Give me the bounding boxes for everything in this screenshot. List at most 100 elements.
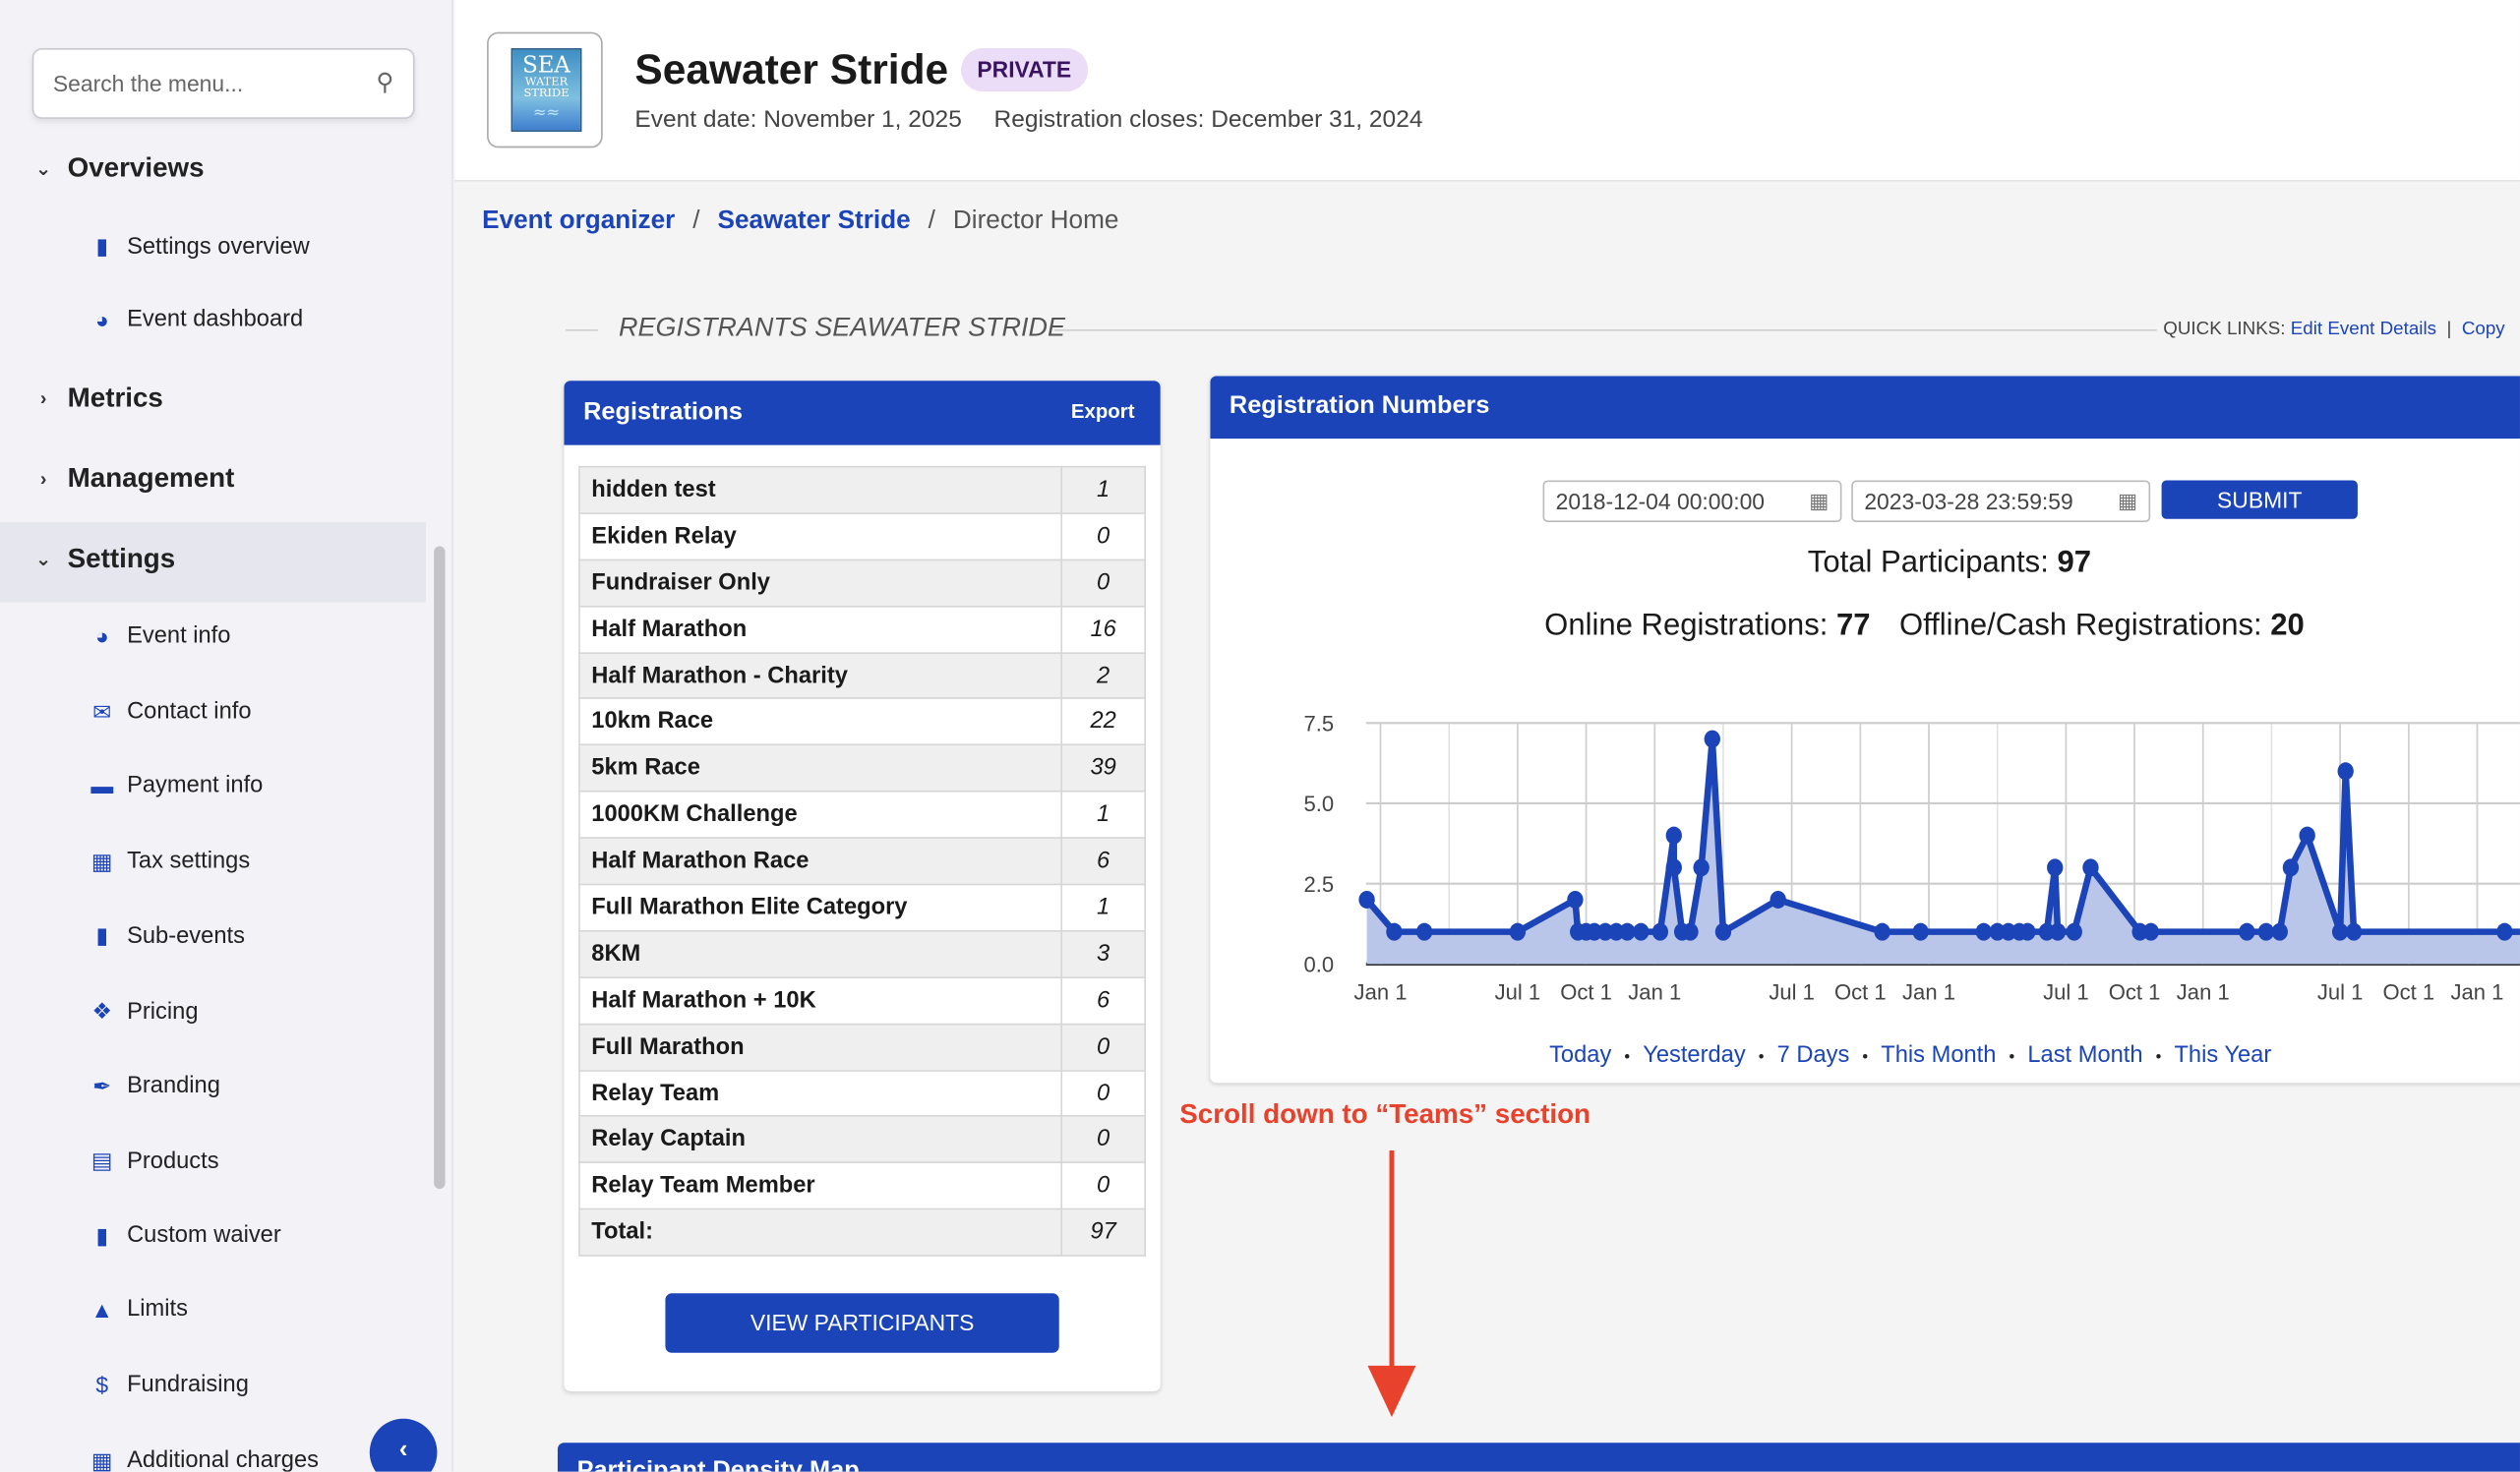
sidebar-item-tax-settings[interactable]: ▦ Tax settings [89, 848, 250, 875]
start-date-value: 2018-12-04 00:00:00 [1555, 488, 1766, 514]
annotation-arrow-icon [1367, 1149, 1416, 1418]
data-point [2331, 922, 2349, 941]
item-label: Pricing [127, 998, 199, 1025]
event-name: hidden test [578, 465, 1063, 514]
breadcrumb-seawater-stride[interactable]: Seawater Stride [717, 206, 911, 235]
range-link-this-year[interactable]: This Year [2174, 1042, 2272, 1069]
registration-count: 6 [1060, 976, 1146, 1025]
card-title: Participant Density Map [576, 1456, 860, 1472]
menu-icon: ❖ [91, 997, 113, 1024]
sidebar-item-limits[interactable]: ▲ Limits [89, 1297, 188, 1323]
registration-count: 0 [1060, 1023, 1146, 1072]
registration-numbers-card: 0.0 2.5 5.0 7.5 Jan 1 Jul 1 Oct 1 Jan 1 Jul 1 Oct… [1210, 376, 2520, 1084]
event-dates: Event date: November 1, 2025 Registratio… [634, 106, 1422, 134]
separator: • [1758, 1048, 1765, 1067]
start-date-input[interactable]: 2018-12-04 00:00:00 ▦ [1542, 480, 1842, 523]
sidebar-item-custom-waiver[interactable]: ▮ Custom waiver [89, 1222, 280, 1250]
search-placeholder: Search the menu... [52, 70, 244, 97]
separator: • [2155, 1048, 2162, 1067]
data-point [1704, 730, 1720, 748]
range-link-7-days[interactable]: 7 Days [1776, 1042, 1850, 1069]
registrations-table: hidden test 1 Ekiden Relay 0 Fundraiser Only… [578, 465, 1146, 1257]
sidebar-item-payment-info[interactable]: ▬ Payment info [89, 773, 264, 799]
series-area [1366, 738, 2520, 965]
section-title: REGISTRANTS SEAWATER STRIDE [619, 313, 1065, 343]
group-metrics[interactable]: › Metrics [32, 383, 163, 415]
copy-link[interactable]: Copy [2461, 320, 2505, 339]
table-row: Relay Team 0 [578, 1069, 1146, 1118]
end-date-input[interactable]: 2023-03-28 23:59:59 ▦ [1851, 480, 2151, 523]
sidebar-item-additional-charges[interactable]: ▦ Additional charges [89, 1446, 319, 1471]
export-link[interactable]: Export [1070, 399, 1135, 423]
sidebar-item-settings-overview[interactable]: ▮ Settings overview [89, 232, 309, 261]
data-point [1358, 890, 1375, 909]
sidebar-item-fundraising[interactable]: $ Fundraising [89, 1372, 249, 1397]
end-date-value: 2023-03-28 23:59:59 [1864, 488, 2073, 514]
table-row: Ekiden Relay 0 [578, 512, 1146, 560]
calendar-icon[interactable]: ▦ [1809, 488, 1830, 514]
x-tick-label: Oct 1 [1834, 979, 1887, 1004]
registration-count: 3 [1060, 929, 1146, 978]
sidebar-item-event-dashboard[interactable]: ◕ Event dashboard [89, 307, 303, 332]
group-settings[interactable]: ⌄ Settings [32, 543, 176, 575]
data-point [1567, 890, 1584, 909]
settings-group-highlight [0, 522, 426, 603]
calendar-icon[interactable]: ▦ [2117, 488, 2138, 514]
data-point [2496, 922, 2513, 941]
data-point [2019, 922, 2036, 941]
group-overviews[interactable]: ⌄ Overviews [32, 152, 205, 185]
separator: | [2446, 320, 2452, 339]
menu-icon: ✒ [92, 1072, 112, 1098]
range-link-this-month[interactable]: This Month [1881, 1042, 1997, 1069]
data-point [2271, 922, 2288, 941]
data-point [2047, 858, 2064, 877]
sidebar-item-products[interactable]: ▤ Products [89, 1148, 219, 1175]
item-label: Fundraising [127, 1372, 249, 1398]
data-point [1874, 922, 1890, 941]
data-point [1714, 922, 1732, 941]
sidebar-item-sub-events[interactable]: ▮ Sub-events [89, 922, 244, 950]
data-point [2049, 922, 2067, 941]
x-tick-label: Jul 1 [1769, 979, 1815, 1004]
clipboard-icon: ▮ [95, 232, 109, 260]
item-label: Payment info [127, 773, 264, 799]
event-name: 10km Race [578, 697, 1063, 746]
registration-count: 0 [1060, 1069, 1146, 1118]
y-tick-label: 7.5 [1303, 711, 1334, 736]
menu-icon: ▮ [95, 922, 109, 949]
registration-count: 6 [1060, 837, 1146, 886]
range-link-yesterday[interactable]: Yesterday [1643, 1042, 1746, 1069]
sidebar-item-pricing[interactable]: ❖ Pricing [89, 997, 199, 1026]
registration-count: 0 [1060, 559, 1146, 608]
sidebar-item-branding[interactable]: ✒ Branding [89, 1073, 220, 1100]
event-title: Seawater Stride [634, 44, 949, 93]
event-name: Half Marathon [578, 605, 1063, 654]
data-point [2337, 762, 2354, 781]
submit-button[interactable]: SUBMIT [2161, 480, 2358, 519]
range-link-today[interactable]: Today [1549, 1042, 1612, 1069]
table-row: Half Marathon - Charity 2 [578, 651, 1146, 700]
group-label: Metrics [67, 382, 163, 413]
card-title: Registration Numbers [1229, 391, 1490, 420]
collapse-sidebar-button[interactable]: ‹ [369, 1418, 438, 1472]
breadcrumb-event-organizer[interactable]: Event organizer [482, 206, 676, 235]
data-point [1415, 922, 1433, 941]
edit-event-details-link[interactable]: Edit Event Details [2290, 320, 2437, 339]
value: 77 [1835, 609, 1871, 643]
sidebar-item-event-info[interactable]: ◕ Event info [89, 623, 231, 649]
menu-search-input[interactable]: Search the menu... ⚲ [31, 48, 415, 119]
date-range-links: Today • Yesterday • 7 Days • This Month • Last M… [1549, 1042, 2271, 1068]
item-label: Branding [127, 1073, 220, 1099]
event-name: Full Marathon Elite Category [578, 883, 1063, 932]
event-name: Fundraiser Only [578, 559, 1063, 608]
menu-icon: ▲ [90, 1297, 114, 1324]
table-row: 1000KM Challenge 1 [578, 791, 1146, 840]
group-management[interactable]: › Management [32, 463, 235, 496]
registration-count: 0 [1060, 512, 1146, 560]
data-point [2082, 858, 2099, 877]
range-link-last-month[interactable]: Last Month [2027, 1042, 2143, 1069]
x-tick-label: Oct 1 [2109, 979, 2161, 1004]
sidebar-item-contact-info[interactable]: ✉ Contact info [89, 698, 251, 726]
view-participants-button[interactable]: VIEW PARTICIPANTS [665, 1293, 1059, 1353]
sidebar-scrollbar[interactable] [434, 546, 446, 1190]
